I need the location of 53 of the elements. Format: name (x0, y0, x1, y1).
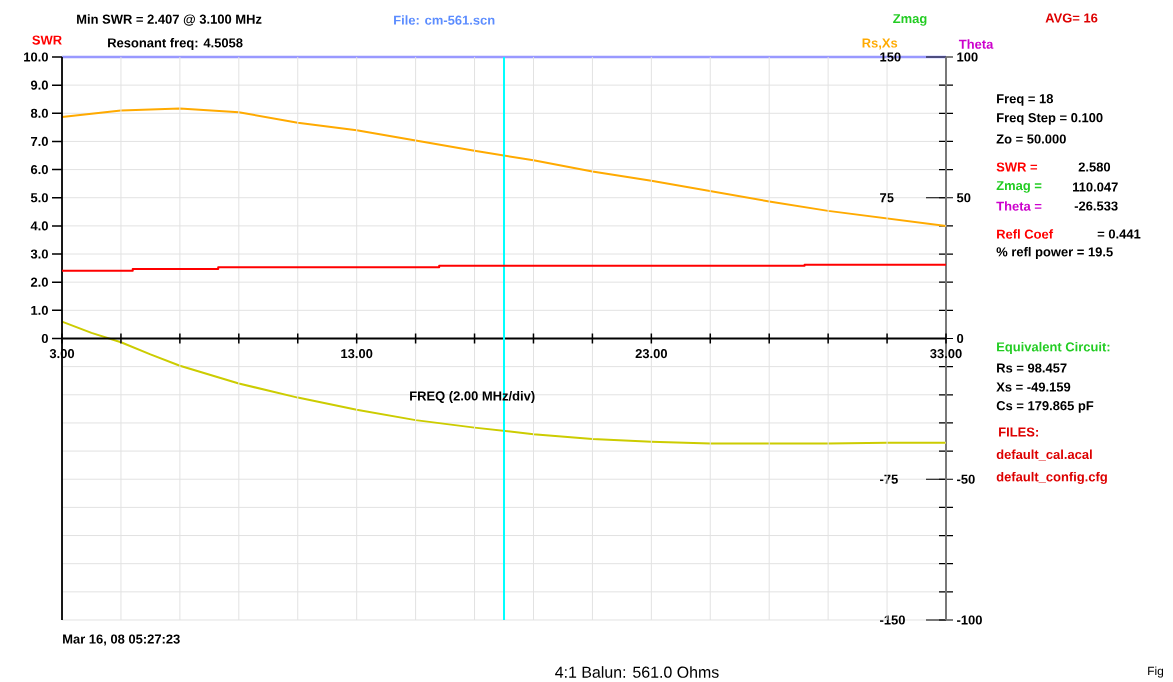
text: 110.047 (1073, 182, 1118, 192)
text: Equivalent Circuit: (997, 341, 1110, 355)
text: Mar 16, 08 05:27:23 (63, 634, 180, 646)
y-tick-label: 3.0 (30, 249, 48, 259)
text: Zo = 50.000 (996, 134, 1066, 144)
text: SWR = (996, 162, 1038, 172)
y3-tick-label: 0 (957, 333, 964, 344)
text: Fig (1148, 666, 1164, 678)
y-tick-label: 7.0 (31, 136, 48, 147)
text: Theta = (996, 201, 1042, 211)
y2-tick-label: 75 (880, 193, 894, 203)
y-tick-label: 2.0 (30, 277, 48, 287)
y3-tick-label: -100 (957, 615, 982, 625)
text: AVG= 16 (1045, 13, 1098, 23)
y3-axis-title: Theta (958, 39, 994, 49)
y-tick-label: 9.0 (30, 80, 48, 90)
text: default_config.cfg (996, 471, 1107, 485)
text: Zmag (893, 14, 927, 26)
text: Rs = 98.457 (997, 363, 1067, 373)
y-tick-label: 0 (41, 333, 48, 344)
y-tick-label: 1.0 (31, 305, 48, 315)
y2-axis-title: Rs,Xs (862, 38, 898, 50)
text: FILES: (999, 427, 1038, 437)
y2-tick-label: -75 (880, 474, 898, 484)
y-tick-label: 6.0 (30, 164, 48, 175)
text: % refl power = 19.5 (996, 246, 1113, 260)
y-tick-label: 10.0 (24, 52, 48, 62)
y2-tick-label: -150 (880, 615, 905, 625)
y3-tick-label: -50 (957, 474, 975, 484)
text: 2.580 (1078, 162, 1111, 172)
y3-tick-label: 50 (956, 193, 971, 203)
text: = 0.441 (1097, 229, 1141, 239)
text: default_cal.acal (996, 449, 1092, 461)
y-tick-label: 5.0 (30, 193, 48, 203)
text: Min SWR = 2.407 @ 3.100 MHz (77, 14, 262, 26)
y3-tick-label: 100 (957, 52, 978, 62)
x-tick-label: 13.00 (341, 349, 373, 359)
x-tick-label: 23.00 (635, 349, 668, 359)
text: Refl Coef (997, 229, 1054, 239)
text: Cs = 179.865 pF (996, 401, 1094, 413)
y-tick-label: 8.0 (30, 108, 48, 118)
text: -26.533 (1074, 201, 1118, 211)
y-axis-title: SWR (32, 35, 62, 45)
text: Zmag = (996, 181, 1042, 193)
x-tick-label: 33.00 (930, 349, 962, 359)
text: Freq = 18 (997, 94, 1054, 106)
text: Xs = -49.159 (996, 382, 1071, 392)
y-tick-label: 4.0 (30, 221, 48, 231)
text: 4:1 Balun: 561.0 Ohms (555, 666, 719, 678)
y2-tick-label: 150 (880, 52, 901, 62)
text: Resonant freq: 4.5058 (108, 37, 243, 51)
text: Freq Step = 0.100 (997, 113, 1103, 125)
text: File: cm-561.scn (394, 15, 495, 25)
